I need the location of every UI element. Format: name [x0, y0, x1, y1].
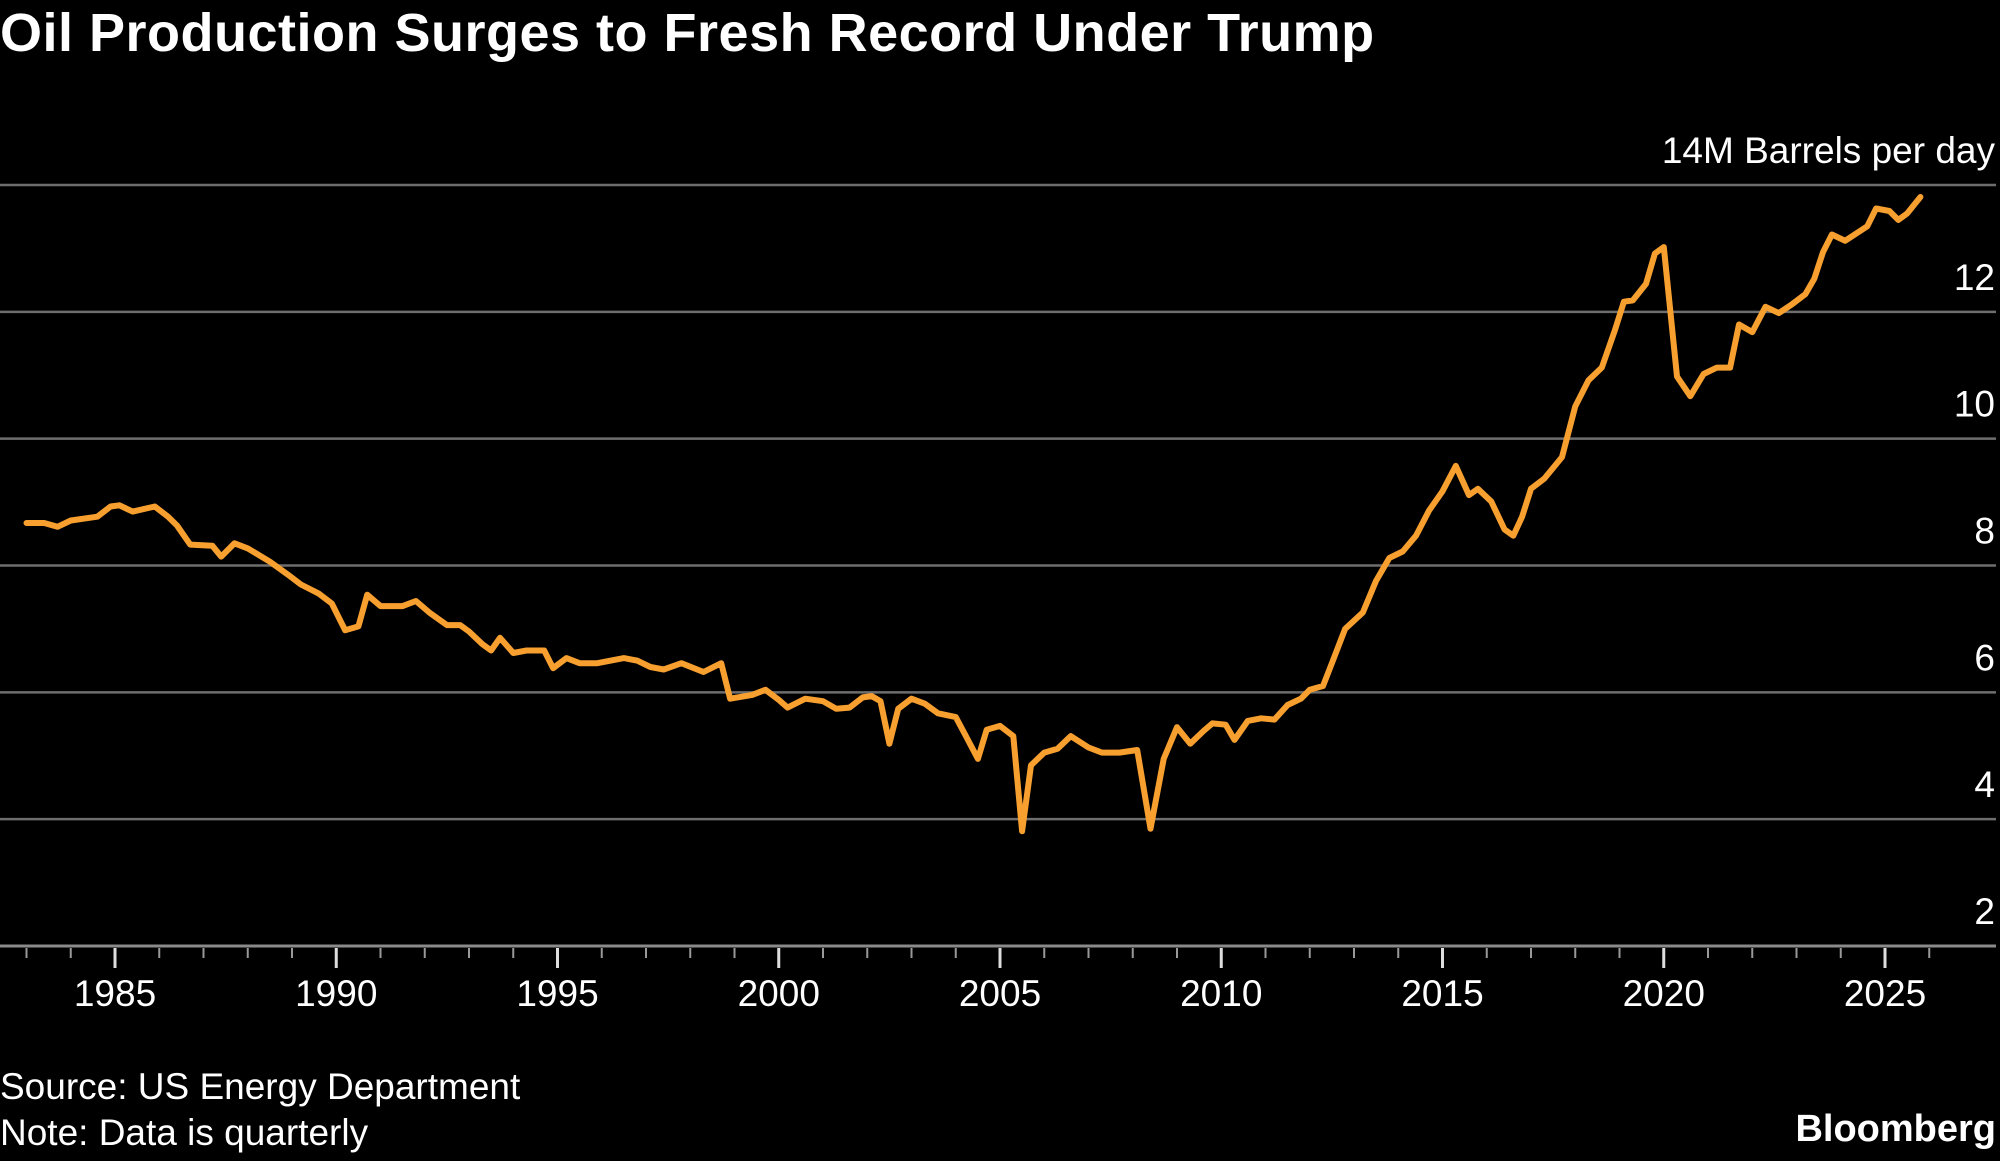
x-tick-label: 1985	[74, 973, 156, 1014]
x-tick-label: 2005	[959, 973, 1041, 1014]
source-note: Source: US Energy Department	[0, 1066, 521, 1107]
x-tick-label: 2000	[738, 973, 820, 1014]
x-tick-label: 1995	[516, 973, 598, 1014]
x-tick-label: 2015	[1401, 973, 1483, 1014]
y-tick-label: 2	[1974, 891, 1995, 932]
x-axis: 1985 1990 1995 2000 2005 2010 2015 2020 2025	[25, 948, 1931, 1014]
y-tick-label: 8	[1974, 511, 1995, 552]
gridlines	[0, 183, 1996, 948]
x-tick-label: 2025	[1844, 973, 1926, 1014]
bloomberg-logo: Bloomberg	[1795, 1108, 1996, 1150]
y-tick-label: 14M Barrels per day	[1662, 130, 1996, 171]
y-tick-label: 12	[1954, 257, 1995, 298]
y-tick-label: 4	[1974, 764, 1995, 805]
y-tick-label: 10	[1954, 384, 1995, 425]
data-note: Note: Data is quarterly	[0, 1112, 369, 1153]
series-lines	[23, 194, 1924, 835]
y-tick-label: 6	[1974, 637, 1995, 678]
y-axis-labels: 2 4 6 8 10 12 14M Barrels per day	[1662, 130, 1996, 932]
x-tick-label: 2020	[1623, 973, 1705, 1014]
chart-title: Oil Production Surges to Fresh Record Un…	[0, 3, 1375, 63]
series-line-oil-production	[23, 194, 1924, 835]
x-tick-label: 1990	[295, 973, 377, 1014]
x-tick-label: 2010	[1180, 973, 1262, 1014]
